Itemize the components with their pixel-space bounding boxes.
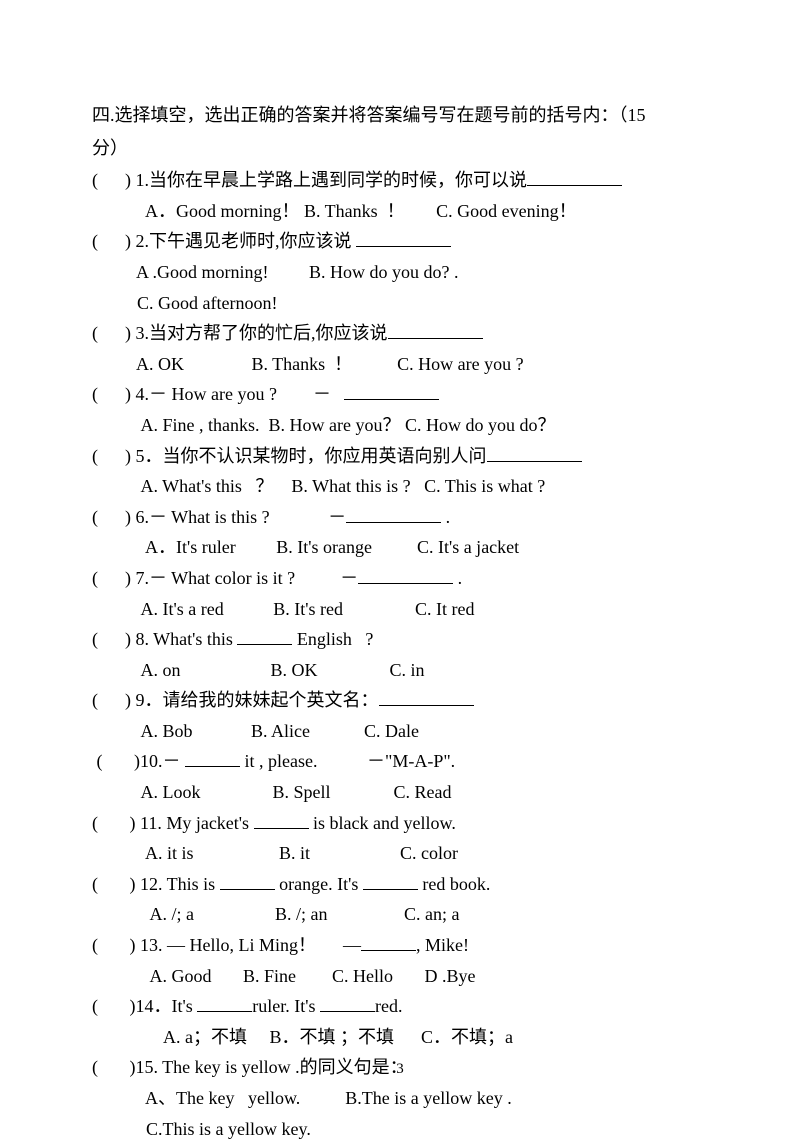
blank: [356, 229, 451, 247]
question-text: ( ) 13. — Hello, Li Ming！ —: [92, 935, 361, 955]
blank: [527, 168, 622, 186]
option-line: A. on B. OK C. in: [92, 655, 708, 686]
blank: [379, 688, 474, 706]
option-line: A. Good B. Fine C. Hello D .Bye: [92, 961, 708, 992]
question-stem: ( ) 5．当你不认识某物时，你应用英语向别人问: [92, 441, 708, 472]
question-text: ( ) 11. My jacket's: [92, 813, 254, 833]
question-text: ( ) 5．当你不认识某物时，你应用英语向别人问: [92, 446, 487, 466]
question-text: .: [441, 507, 450, 527]
blank: [185, 749, 240, 767]
question-text: it , please. －"M-A-P".: [240, 751, 455, 771]
blank: [358, 566, 453, 584]
blank: [363, 872, 418, 890]
blank: [197, 994, 252, 1012]
blank: [487, 444, 582, 462]
section-title-line2: 分）: [92, 133, 708, 164]
option-line: A. it is B. it C. color: [92, 838, 708, 869]
question-text: orange. It's: [275, 874, 363, 894]
option-line: A. It's a red B. It's red C. It red: [92, 594, 708, 625]
option-line: A. Look B. Spell C. Read: [92, 777, 708, 808]
blank: [344, 382, 439, 400]
question-text: red.: [375, 996, 402, 1016]
option-line: A. /; a B. /; an C. an; a: [92, 899, 708, 930]
question-text: ( ) 9．请给我的妹妹起个英文名：: [92, 690, 379, 710]
blank: [388, 321, 483, 339]
option-line: C. Good afternoon!: [92, 288, 708, 319]
question-stem: ( ) 7.－ What color is it ? － .: [92, 563, 708, 594]
blank: [320, 994, 375, 1012]
blank: [361, 933, 416, 951]
question-text: ( ) 3.当对方帮了你的忙后,你应该说: [92, 323, 388, 343]
option-line: A、The key yellow. B.The is a yellow key …: [92, 1083, 708, 1114]
question-text: ( ) 12. This is: [92, 874, 220, 894]
page-number: 3: [0, 1057, 800, 1083]
option-line: A．Good morning！ B. Thanks ！ C. Good even…: [92, 196, 708, 227]
question-text: ruler. It's: [252, 996, 320, 1016]
question-stem: ( ) 11. My jacket's is black and yellow.: [92, 808, 708, 839]
question-stem: ( ) 8. What's this English ?: [92, 624, 708, 655]
question-text: ( )10.－: [92, 751, 185, 771]
question-text: .: [453, 568, 462, 588]
question-stem: ( ) 4.－ How are you ? －: [92, 379, 708, 410]
question-stem: ( ) 2.下午遇见老师时,你应该说: [92, 226, 708, 257]
question-text: ( )14．It's: [92, 996, 197, 1016]
question-text: English ?: [292, 629, 373, 649]
question-stem: ( )10.－ it , please. －"M-A-P".: [92, 746, 708, 777]
option-line: A. What's this ？ B. What this is ? C. Th…: [92, 471, 708, 502]
question-stem: ( )14．It's ruler. It's red.: [92, 991, 708, 1022]
question-text: , Mike!: [416, 935, 469, 955]
option-line: A. a；不填 B．不填 ；不填 C．不填；a: [92, 1022, 708, 1053]
option-line: C.This is a yellow key.: [92, 1114, 708, 1144]
question-stem: ( ) 12. This is orange. It's red book.: [92, 869, 708, 900]
question-stem: ( ) 13. — Hello, Li Ming！ — , Mike!: [92, 930, 708, 961]
option-line: A．It's ruler B. It's orange C. It's a ja…: [92, 532, 708, 563]
blank: [237, 627, 292, 645]
question-text: ( ) 6.－ What is this ? －: [92, 507, 346, 527]
blank: [220, 872, 275, 890]
option-line: A. Bob B. Alice C. Dale: [92, 716, 708, 747]
question-text: red book.: [418, 874, 490, 894]
option-line: A. Fine , thanks. B. How are you？ C. How…: [92, 410, 708, 441]
question-stem: ( ) 1.当你在早晨上学路上遇到同学的时候，你可以说: [92, 165, 708, 196]
questions-container: ( ) 1.当你在早晨上学路上遇到同学的时候，你可以说 A．Good morni…: [92, 165, 708, 1144]
blank: [254, 811, 309, 829]
question-stem: ( ) 3.当对方帮了你的忙后,你应该说: [92, 318, 708, 349]
question-text: ( ) 2.下午遇见老师时,你应该说: [92, 231, 356, 251]
question-text: ( ) 7.－ What color is it ? －: [92, 568, 358, 588]
option-line: A .Good morning! B. How do you do? .: [92, 257, 708, 288]
question-text: ( ) 8. What's this: [92, 629, 237, 649]
question-text: is black and yellow.: [309, 813, 456, 833]
question-stem: ( ) 6.－ What is this ? － .: [92, 502, 708, 533]
section-title-line1: 四.选择填空，选出正确的答案并将答案编号写在题号前的括号内：（15: [92, 100, 708, 131]
blank: [346, 505, 441, 523]
question-text: ( ) 4.－ How are you ? －: [92, 384, 344, 404]
question-stem: ( ) 9．请给我的妹妹起个英文名：: [92, 685, 708, 716]
question-text: ( ) 1.当你在早晨上学路上遇到同学的时候，你可以说: [92, 170, 527, 190]
option-line: A. OK B. Thanks ！ C. How are you ?: [92, 349, 708, 380]
